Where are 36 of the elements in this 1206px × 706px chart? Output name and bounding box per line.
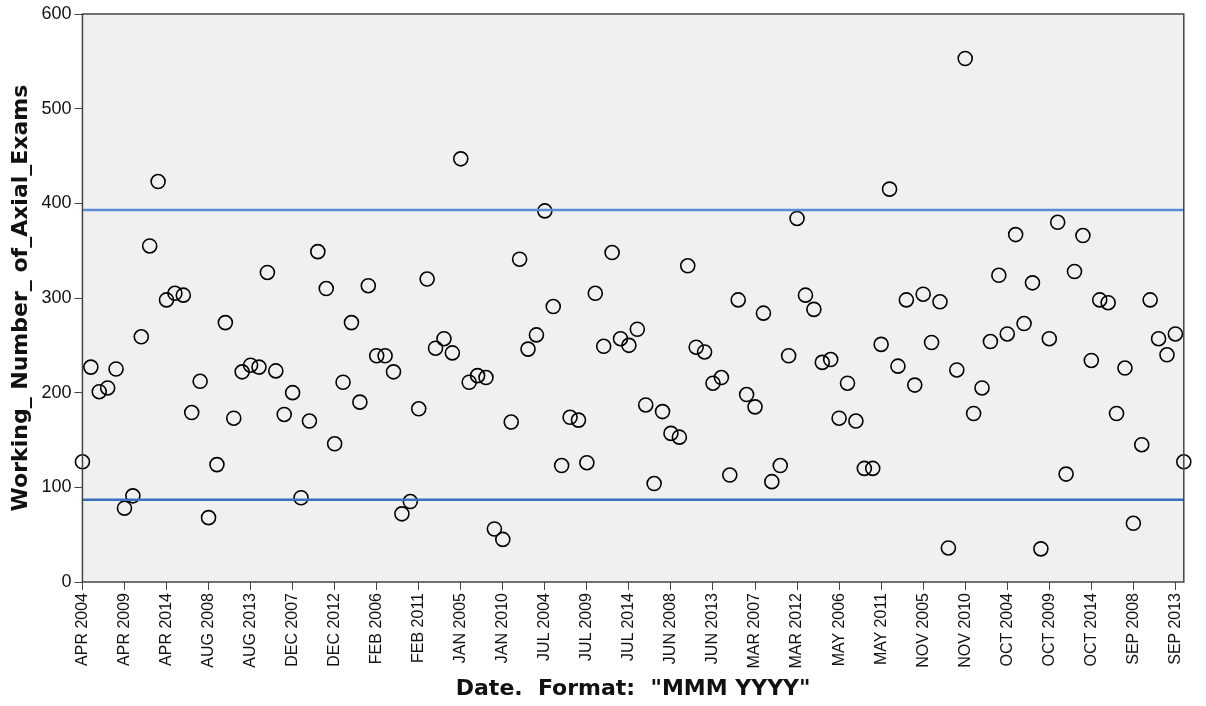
x-tick-label: FEB 2011 xyxy=(409,592,427,663)
x-tick-label: APR 2009 xyxy=(114,592,132,666)
x-tick-label: NOV 2010 xyxy=(955,592,973,668)
x-tick-label: JAN 2010 xyxy=(493,592,511,664)
x-tick-label: AUG 2008 xyxy=(198,592,216,668)
y-axis-title: Working_ Number_ of_Axial_Exams xyxy=(6,84,32,512)
x-tick-label: DEC 2007 xyxy=(283,592,301,667)
x-tick-label: APR 2004 xyxy=(72,592,90,666)
y-tick-label: 200 xyxy=(41,381,72,402)
x-tick-label: MAY 2006 xyxy=(829,592,847,667)
x-tick-label: MAY 2011 xyxy=(871,592,889,666)
x-tick-label: JUL 2004 xyxy=(535,592,553,661)
x-tick-label: AUG 2013 xyxy=(240,592,258,668)
x-tick-label: OCT 2014 xyxy=(1081,592,1099,667)
x-tick-label: OCT 2004 xyxy=(997,592,1015,667)
x-tick-label: NOV 2005 xyxy=(913,592,931,668)
x-tick-label: SEP 2013 xyxy=(1165,592,1183,665)
y-tick-label: 300 xyxy=(41,286,72,307)
x-tick-label: JAN 2005 xyxy=(451,592,469,664)
x-tick-label: MAR 2007 xyxy=(745,592,763,669)
y-tick-label: 100 xyxy=(41,476,72,497)
y-tick-label: 0 xyxy=(61,570,72,591)
y-tick-label: 500 xyxy=(41,97,72,118)
x-axis-title: Date. Format: "MMM YYYY" xyxy=(455,674,811,700)
x-tick-label: DEC 2012 xyxy=(325,592,343,667)
x-tick-label: SEP 2008 xyxy=(1123,592,1141,665)
x-tick-label: MAR 2012 xyxy=(787,592,805,669)
x-tick-label: JUL 2009 xyxy=(577,592,595,661)
x-tick-label: JUN 2008 xyxy=(661,592,679,665)
x-tick-label: FEB 2006 xyxy=(367,592,385,665)
x-tick-label: JUL 2014 xyxy=(619,592,637,661)
y-tick-label: 400 xyxy=(41,192,72,213)
y-tick-label: 600 xyxy=(41,2,72,23)
x-tick-label: APR 2014 xyxy=(156,592,174,666)
x-tick-label: JUN 2013 xyxy=(703,592,721,665)
x-tick-label: OCT 2009 xyxy=(1039,592,1057,667)
